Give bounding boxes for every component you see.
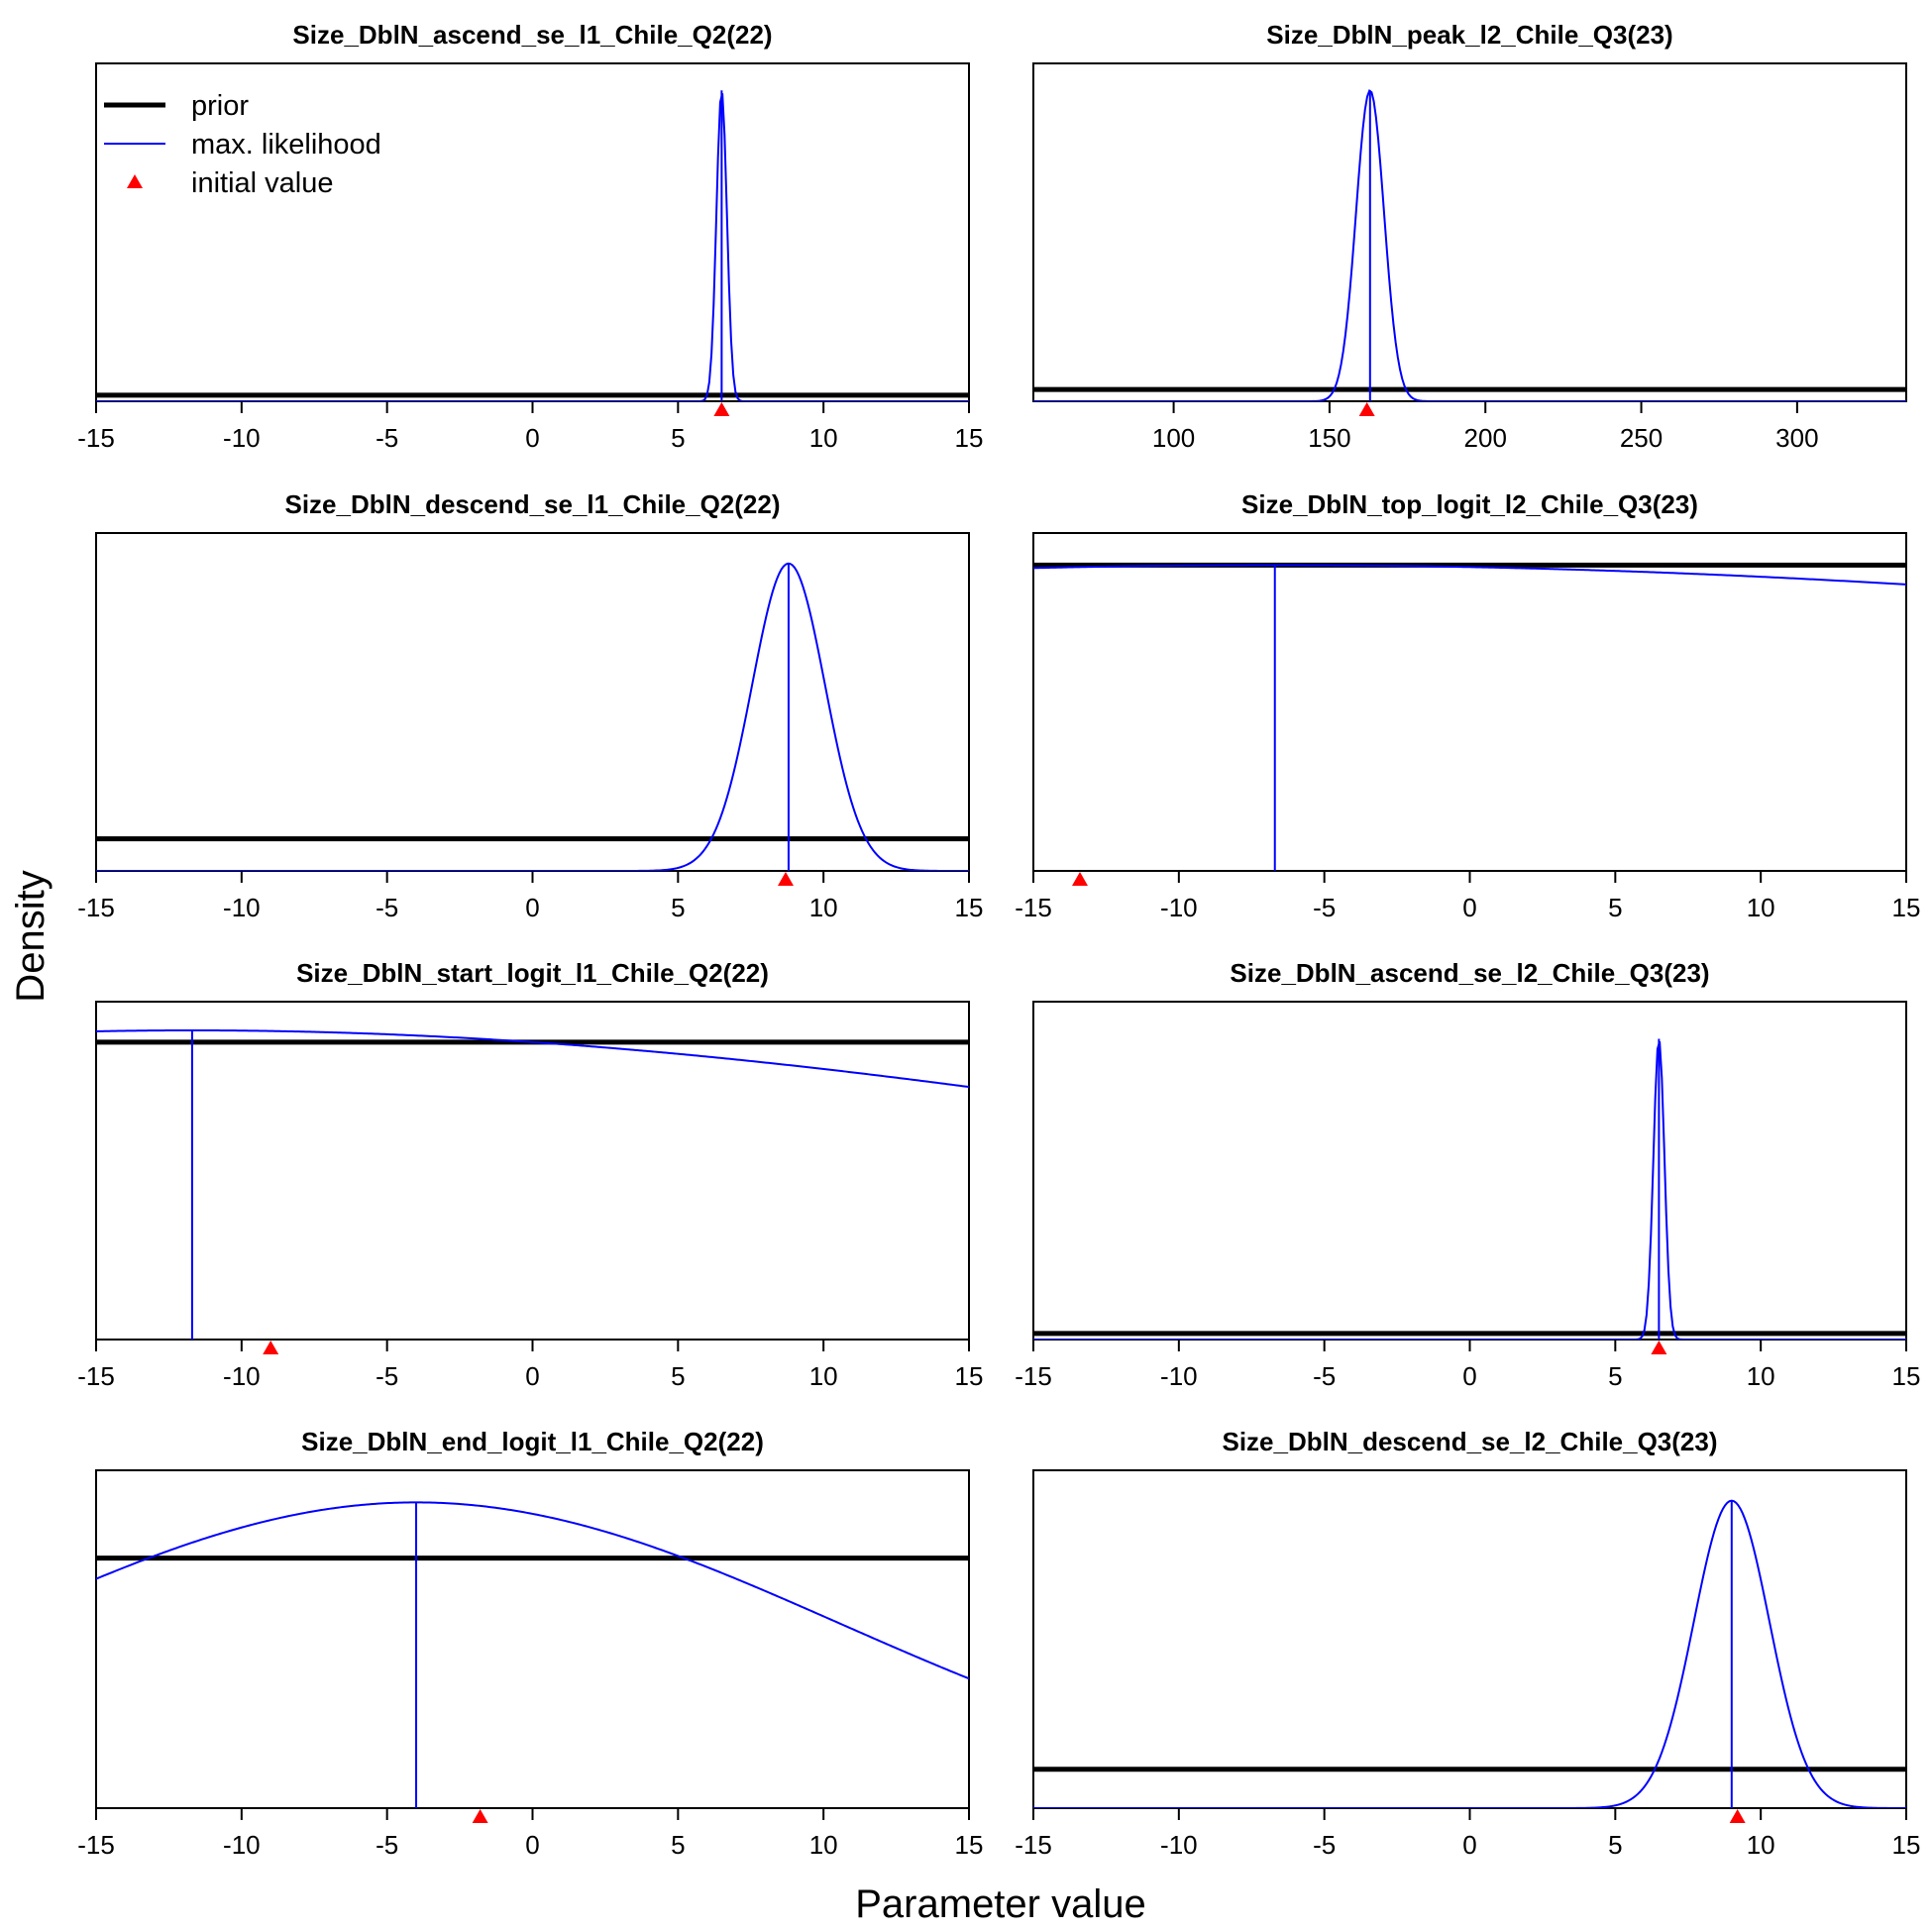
x-tick-label: 10 (1747, 893, 1775, 922)
x-tick-label: 15 (1892, 1361, 1921, 1391)
panel-title: Size_DblN_descend_se_l2_Chile_Q3(23) (1222, 1427, 1717, 1456)
x-tick-label: -5 (1313, 1361, 1336, 1391)
x-tick-label: -15 (77, 1830, 115, 1860)
x-tick-label: -10 (1160, 1361, 1198, 1391)
x-tick-label: -10 (223, 1361, 261, 1391)
initial-value-marker (1729, 1809, 1746, 1823)
x-tick-label: 5 (1608, 1830, 1622, 1860)
x-tick-label: -10 (223, 1830, 261, 1860)
legend-label: initial value (191, 167, 333, 199)
x-tick-label: 5 (671, 893, 685, 922)
panel-5: Size_DblN_start_logit_l1_Chile_Q2(22) -15… (77, 958, 983, 1391)
x-tick-label: 5 (671, 1361, 685, 1391)
panel-1: Size_DblN_ascend_se_l1_Chile_Q2(22) -15 -1… (77, 20, 983, 453)
legend-item-prior: prior (104, 90, 249, 122)
panel-3: Size_DblN_descend_se_l1_Chile_Q2(22) -15 -… (77, 489, 983, 922)
x-tick-label: 10 (1747, 1361, 1775, 1391)
x-tick-label: 150 (1308, 423, 1350, 453)
x-tick-label: -5 (376, 1830, 398, 1860)
legend-item-max-likelihood: max. likelihood (104, 129, 381, 161)
x-tick-label: 0 (525, 423, 539, 453)
legend-label: max. likelihood (191, 129, 381, 161)
panel-title: Size_DblN_peak_l2_Chile_Q3(23) (1266, 20, 1672, 50)
x-tick-label: 15 (955, 1361, 984, 1391)
panel-7: Size_DblN_end_logit_l1_Chile_Q2(22) -15 -1… (77, 1427, 983, 1860)
x-tick-label: 15 (955, 423, 984, 453)
x-tick-label: 10 (809, 893, 838, 922)
panel-title: Size_DblN_top_logit_l2_Chile_Q3(23) (1241, 489, 1698, 519)
initial-value-marker (1071, 872, 1088, 886)
initial-value-marker (472, 1809, 488, 1823)
x-tick-label: 0 (525, 1830, 539, 1860)
x-tick-label: -15 (1015, 1361, 1052, 1391)
max-likelihood-curve (96, 1028, 969, 1089)
panel-title: Size_DblN_end_logit_l1_Chile_Q2(22) (301, 1427, 764, 1456)
legend-item-initial-value: initial value (127, 167, 333, 199)
x-tick-label: 5 (671, 423, 685, 453)
max-likelihood-curve (96, 562, 969, 871)
x-tick-label: 0 (1462, 1361, 1476, 1391)
x-tick-label: 10 (809, 1830, 838, 1860)
x-tick-label: -5 (376, 893, 398, 922)
x-tick-label: 5 (1608, 893, 1622, 922)
panel-title: Size_DblN_descend_se_l1_Chile_Q2(22) (284, 489, 780, 519)
x-tick-label: -5 (1313, 893, 1336, 922)
x-tick-label: 0 (1462, 893, 1476, 922)
panel-title: Size_DblN_ascend_se_l2_Chile_Q3(23) (1230, 958, 1709, 988)
x-tick-label: -5 (376, 423, 398, 453)
panel-title: Size_DblN_ascend_se_l1_Chile_Q2(22) (292, 20, 772, 50)
legend-initial-value-swatch (127, 174, 143, 188)
max-likelihood-curve (1033, 1499, 1906, 1808)
x-tick-label: -10 (223, 423, 261, 453)
y-axis-title: Density (9, 870, 53, 1002)
x-tick-label: -10 (1160, 893, 1198, 922)
panel-8: Size_DblN_descend_se_l2_Chile_Q3(23) -15 -… (1015, 1427, 1920, 1860)
panel-6: Size_DblN_ascend_se_l2_Chile_Q3(23) -15 -1… (1015, 958, 1920, 1391)
x-tick-label: -15 (77, 423, 115, 453)
legend-label: prior (191, 90, 249, 122)
x-tick-label: 10 (1747, 1830, 1775, 1860)
x-tick-label: 200 (1464, 423, 1507, 453)
x-tick-label: 100 (1152, 423, 1195, 453)
initial-value-marker (1358, 402, 1375, 416)
x-tick-label: 15 (1892, 1830, 1921, 1860)
max-likelihood-curve (96, 1501, 969, 1680)
x-tick-label: -15 (77, 1361, 115, 1391)
x-tick-label: -15 (77, 893, 115, 922)
x-tick-label: -10 (1160, 1830, 1198, 1860)
x-tick-label: 0 (525, 893, 539, 922)
initial-value-marker (777, 872, 794, 886)
x-tick-label: 5 (1608, 1361, 1622, 1391)
initial-value-marker (713, 402, 730, 416)
max-likelihood-curve (1033, 564, 1906, 586)
x-tick-label: 10 (809, 1361, 838, 1391)
x-tick-label: 15 (955, 893, 984, 922)
x-tick-label: 0 (525, 1361, 539, 1391)
panel-title: Size_DblN_start_logit_l1_Chile_Q2(22) (296, 958, 769, 988)
x-tick-label: 5 (671, 1830, 685, 1860)
initial-value-marker (1651, 1341, 1667, 1354)
x-tick-label: 15 (1892, 893, 1921, 922)
x-tick-label: 0 (1462, 1830, 1476, 1860)
initial-value-marker (263, 1341, 279, 1354)
panel-2: Size_DblN_peak_l2_Chile_Q3(23) 100 150 200 2… (1032, 20, 1907, 453)
legend: prior max. likelihood initial value (104, 90, 381, 199)
x-tick-label: -15 (1015, 1830, 1052, 1860)
x-axis-title: Parameter value (855, 1882, 1145, 1926)
x-tick-label: -15 (1015, 893, 1052, 922)
panels: Size_DblN_ascend_se_l1_Chile_Q2(22) -15 -1… (77, 20, 1920, 1860)
x-tick-label: 300 (1775, 423, 1818, 453)
x-tick-label: -5 (376, 1361, 398, 1391)
panel-4: Size_DblN_top_logit_l2_Chile_Q3(23) -15 -1… (1015, 489, 1920, 922)
x-tick-label: 250 (1620, 423, 1663, 453)
x-tick-label: -5 (1313, 1830, 1336, 1860)
x-tick-label: 10 (809, 423, 838, 453)
x-tick-label: -10 (223, 893, 261, 922)
x-tick-label: 15 (955, 1830, 984, 1860)
